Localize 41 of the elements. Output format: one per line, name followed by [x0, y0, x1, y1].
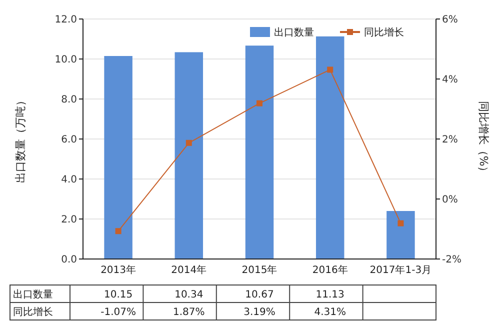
- y-tick-label: 12.0: [54, 14, 77, 26]
- x-tick-label: 2014年: [171, 264, 207, 276]
- point: [327, 66, 334, 73]
- x-tick-label: 2013年: [100, 264, 136, 276]
- y2-tick-label: 0%: [442, 194, 458, 206]
- data-label: 1.87%: [173, 306, 205, 318]
- data-label: 10.15: [104, 289, 133, 300]
- text: 同比增长: [13, 306, 53, 318]
- data-label: 10.67: [245, 289, 274, 300]
- y2-tick-label: -2%: [442, 254, 462, 266]
- y-tick-label: 6.0: [61, 134, 77, 146]
- data-label: 3.19%: [244, 306, 276, 318]
- x-tick-label: 2015年: [242, 264, 278, 276]
- data-label: 11.13: [316, 289, 344, 300]
- bar: [174, 52, 204, 259]
- text: 出口数量: [13, 289, 53, 300]
- legend-label: 出口数量: [274, 26, 314, 38]
- y2-axis-title: 同比增长（%）: [477, 100, 490, 178]
- y2-tick-label: 4%: [442, 74, 458, 86]
- data-label: 10.34: [174, 289, 204, 300]
- y-tick-label: 8.0: [61, 94, 77, 106]
- x-tick-label: 2016年: [312, 264, 348, 276]
- bar: [245, 46, 274, 259]
- point: [256, 100, 262, 106]
- y-tick-label: 4.0: [61, 174, 77, 186]
- bar: [386, 211, 415, 259]
- x-tick-label: 2017年1-3月: [370, 264, 432, 276]
- data-label: -1.07%: [100, 306, 136, 318]
- y-tick-label: 10.0: [54, 54, 77, 66]
- y-axis-title: 出口数量（万吨）: [14, 95, 27, 183]
- point: [115, 228, 122, 234]
- y2-tick-label: 2%: [442, 134, 458, 146]
- data-label: 4.31%: [314, 306, 346, 318]
- y-tick-label: 0.0: [61, 254, 77, 266]
- point: [186, 140, 192, 146]
- point: [398, 220, 404, 226]
- y2-tick-label: 6%: [442, 14, 458, 26]
- bar: [104, 56, 132, 259]
- y-tick-label: 2.0: [61, 214, 77, 226]
- legend-label: 同比增长: [364, 26, 404, 38]
- bar: [316, 36, 344, 259]
